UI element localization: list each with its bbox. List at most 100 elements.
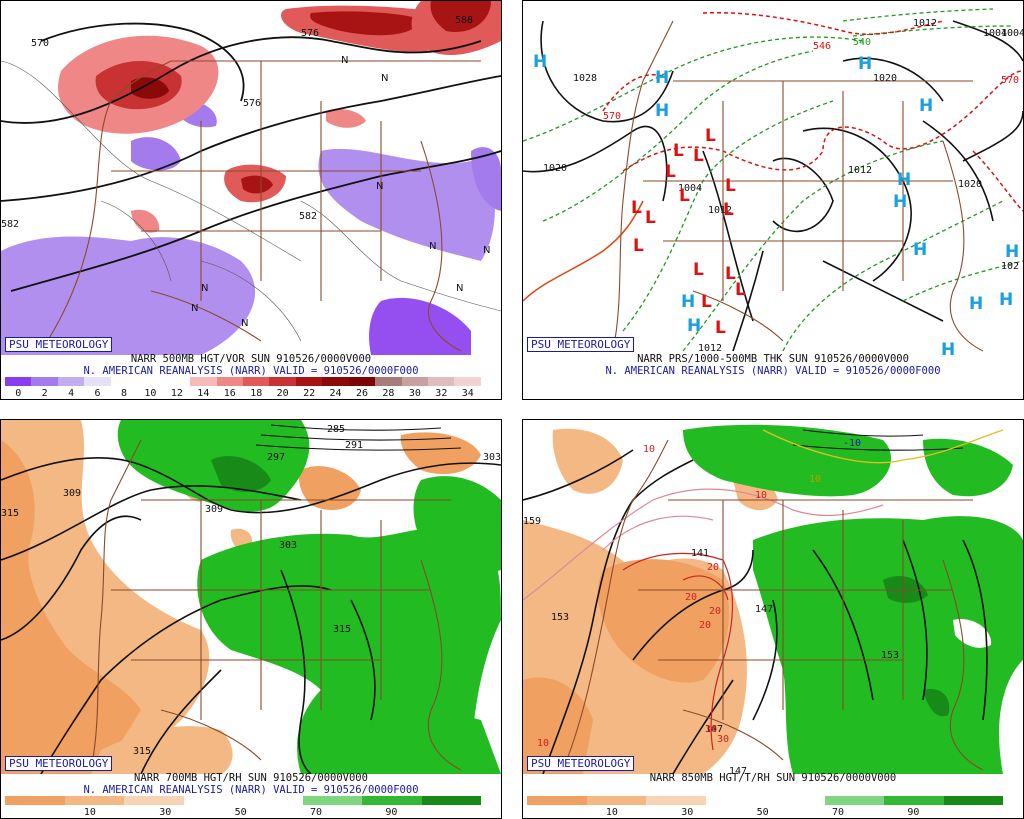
contour-label: 303 bbox=[279, 540, 297, 551]
vorticity-min-symbol: N bbox=[341, 55, 348, 66]
isobar-label: 1012 bbox=[698, 343, 722, 354]
colorbar-swatch bbox=[765, 796, 825, 805]
low-pressure-symbol: L bbox=[735, 280, 746, 300]
contour-label: 315 bbox=[333, 624, 351, 635]
contour-label: 315 bbox=[133, 746, 151, 757]
panel-500mb-vorticity: 570 576 582 576 582 588 N N N N N N N N … bbox=[0, 0, 502, 400]
colorbar-swatch bbox=[302, 796, 362, 805]
high-pressure-symbol: H bbox=[913, 240, 927, 260]
colorbar-tick-label: 0 bbox=[15, 388, 22, 399]
psu-meteorology-badge: PSU METEOROLOGY bbox=[527, 337, 635, 352]
vorticity-min-symbol: N bbox=[241, 318, 248, 329]
colorbar-swatch bbox=[110, 377, 138, 386]
high-pressure-symbol: H bbox=[655, 68, 669, 88]
low-pressure-symbol: L bbox=[725, 264, 736, 284]
panel-title: NARR 850MB HGT/T/RH SUN 910526/0000V000 bbox=[649, 772, 897, 784]
temp-label: 20 bbox=[685, 592, 697, 603]
contour-label: 588 bbox=[455, 15, 473, 26]
colorbar-swatch bbox=[57, 377, 85, 386]
vorticity-min-symbol: N bbox=[456, 283, 463, 294]
colorbar-swatch bbox=[5, 377, 32, 386]
vorticity-min-symbol: N bbox=[483, 245, 490, 256]
colorbar-tick-label: 10 bbox=[83, 807, 96, 818]
low-pressure-symbol: L bbox=[631, 198, 642, 218]
temp-label: 10 bbox=[809, 474, 821, 485]
colorbar-swatch bbox=[163, 377, 191, 386]
high-pressure-symbol: H bbox=[533, 52, 547, 72]
colorbar-swatch bbox=[5, 796, 65, 805]
colorbar-tick-label: 90 bbox=[385, 807, 398, 818]
vorticity-min-symbol: N bbox=[191, 303, 198, 314]
colorbar-tick-label: 30 bbox=[408, 388, 421, 399]
high-pressure-symbol: H bbox=[897, 170, 911, 190]
contour-label: 315 bbox=[1, 508, 19, 519]
panel-pressure-thickness: 1028 1020 1020 1012 1004 1012 1004 1012 … bbox=[522, 0, 1024, 400]
thickness-label: 540 bbox=[853, 37, 871, 48]
thickness-label: 570 bbox=[1001, 75, 1019, 86]
temp-label: -10 bbox=[843, 438, 861, 449]
rh700-map-svg: 285 291 297 303 303 309 309 315 315 315 bbox=[1, 420, 501, 774]
panel-850mb-temp-rh: 159 153 147 147 141 147 153 -10 10 10 10… bbox=[522, 419, 1024, 819]
temp-label: 20 bbox=[709, 606, 721, 617]
isobar-label: 1020 bbox=[543, 163, 567, 174]
colorbar-swatch bbox=[884, 796, 944, 805]
contour-label: 297 bbox=[267, 452, 285, 463]
colorbar-swatch bbox=[190, 377, 217, 386]
colorbar-swatch bbox=[824, 796, 884, 805]
temp-label: 10 bbox=[755, 490, 767, 501]
contour-label: 291 bbox=[345, 440, 363, 451]
vorticity-min-symbol: N bbox=[429, 241, 436, 252]
low-pressure-symbol: L bbox=[673, 141, 684, 161]
rh850-map-svg: 159 153 147 147 141 147 153 -10 10 10 10… bbox=[523, 420, 1023, 774]
high-pressure-symbol: H bbox=[687, 316, 701, 336]
colorbar-swatch bbox=[84, 377, 111, 386]
colorbar-swatch bbox=[137, 377, 164, 386]
rh-colorbar bbox=[5, 796, 481, 805]
colorbar-swatch bbox=[943, 796, 1003, 805]
contour-label: 147 bbox=[755, 604, 773, 615]
vorticity-min-symbol: N bbox=[376, 181, 383, 192]
colorbar-swatch bbox=[322, 377, 349, 386]
colorbar-tick-label: 20 bbox=[276, 388, 289, 399]
contour-label: 147 bbox=[705, 724, 723, 735]
isobar-label: 1012 bbox=[913, 18, 937, 29]
colorbar-tick-label: 10 bbox=[144, 388, 157, 399]
temp-label: 30 bbox=[705, 724, 717, 735]
isobar-label: 1020 bbox=[873, 73, 897, 84]
high-pressure-symbol: H bbox=[999, 290, 1013, 310]
isobar-label: 1028 bbox=[573, 73, 597, 84]
panel-title: NARR PRS/1000-500MB THK SUN 910526/0000V… bbox=[637, 353, 909, 365]
contour-label: 153 bbox=[551, 612, 569, 623]
colorbar-swatch bbox=[646, 796, 706, 805]
isobar-label: 1012 bbox=[708, 205, 732, 216]
colorbar-tick-label: 70 bbox=[831, 807, 845, 818]
colorbar-swatch bbox=[348, 377, 376, 386]
high-pressure-symbol: H bbox=[655, 101, 669, 121]
colorbar-swatch bbox=[31, 377, 58, 386]
high-pressure-symbol: H bbox=[919, 96, 933, 116]
low-pressure-symbol: L bbox=[725, 176, 736, 196]
colorbar-tick-label: 12 bbox=[170, 388, 183, 399]
low-pressure-symbol: L bbox=[723, 200, 734, 220]
colorbar-tick-label: 6 bbox=[94, 388, 101, 399]
low-pressure-symbol: L bbox=[679, 186, 690, 206]
contour-label: 576 bbox=[301, 28, 319, 39]
psu-meteorology-badge: PSU METEOROLOGY bbox=[5, 756, 113, 771]
thickness-label: 570 bbox=[603, 111, 621, 122]
colorbar-swatch bbox=[705, 796, 765, 805]
low-pressure-symbol: L bbox=[645, 208, 656, 228]
low-pressure-symbol: L bbox=[705, 126, 716, 146]
isobar-label: 1004 bbox=[1001, 28, 1023, 39]
vorticity-colorbar bbox=[5, 377, 481, 386]
temp-label: 10 bbox=[643, 444, 655, 455]
psu-meteorology-badge: PSU METEOROLOGY bbox=[527, 756, 635, 771]
colorbar-swatch bbox=[124, 796, 184, 805]
colorbar-swatch bbox=[586, 796, 646, 805]
colorbar-swatch bbox=[64, 796, 124, 805]
temp-label: 20 bbox=[707, 562, 719, 573]
rh-colorbar-labels: 10 30 50 70 90 bbox=[5, 807, 481, 818]
colorbar-swatch bbox=[216, 377, 243, 386]
low-pressure-symbol: L bbox=[715, 318, 726, 338]
colorbar-tick-label: 24 bbox=[329, 388, 342, 399]
colorbar-tick-label: 10 bbox=[605, 807, 618, 818]
